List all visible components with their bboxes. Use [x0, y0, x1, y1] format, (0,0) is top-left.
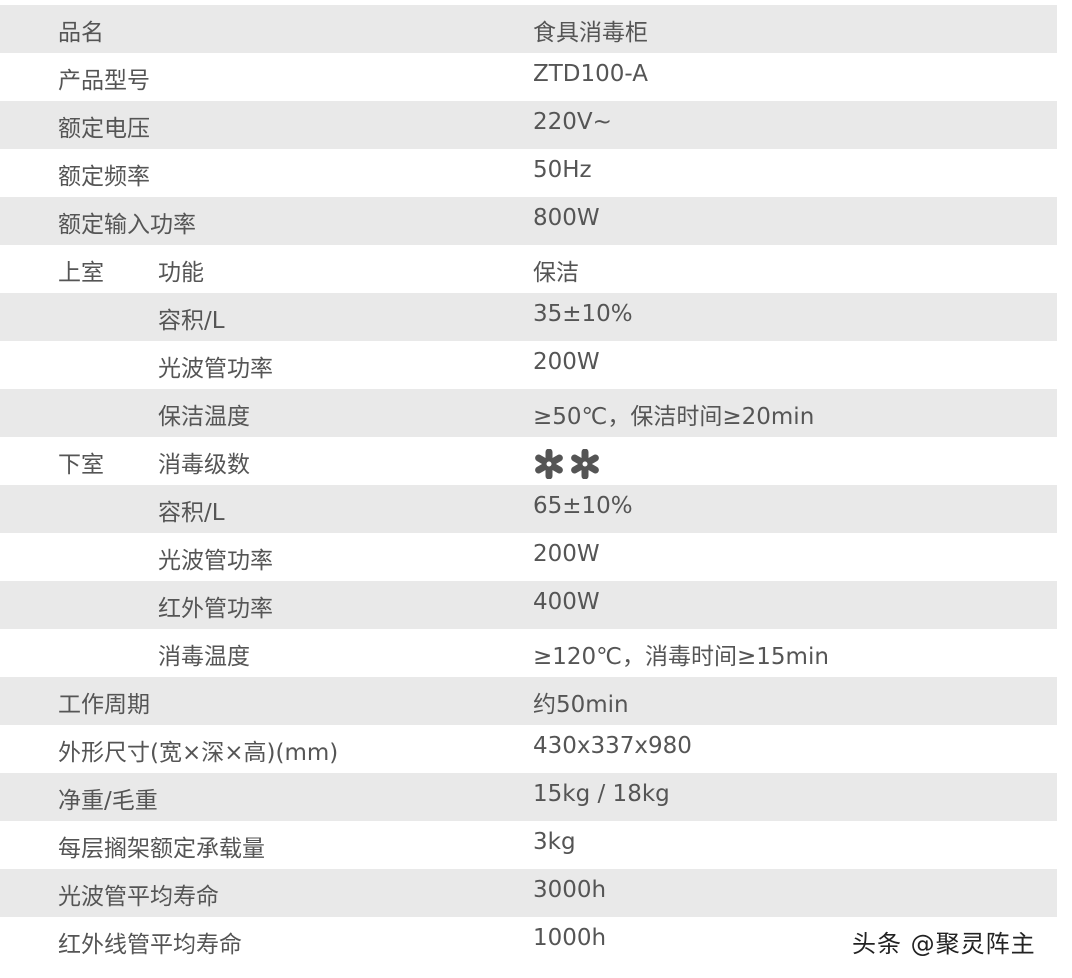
- row-label: 保洁温度: [158, 404, 250, 430]
- row-group-label: 工作周期: [58, 692, 150, 718]
- star-asterisk-icon: [571, 449, 599, 479]
- row-value: ZTD100-A: [533, 61, 648, 87]
- sterilization-level-stars: [533, 449, 601, 479]
- spec-table: 品名 食具消毒柜产品型号 ZTD100-A 额定电压 220V~ 额定频率 50Hz 额定输入…: [0, 5, 1057, 965]
- row-label: 功能: [158, 260, 204, 286]
- row-group-label: 每层搁架额定承载量: [58, 836, 265, 862]
- row-group-label: 光波管平均寿命: [58, 884, 219, 910]
- row-group-label: 上室: [58, 260, 104, 286]
- row-label: 容积/L: [158, 308, 225, 334]
- table-row: 净重/毛重 15kg / 18kg: [0, 773, 1057, 821]
- row-value: ≥50℃，保洁时间≥20min: [533, 404, 815, 430]
- row-value: 食具消毒柜: [533, 20, 648, 46]
- row-group-label: 额定频率: [58, 164, 150, 190]
- row-group-label: 红外线管平均寿命: [58, 932, 242, 958]
- row-label: 光波管功率: [158, 356, 273, 382]
- row-value: 保洁: [533, 260, 579, 286]
- row-group-label: 净重/毛重: [58, 788, 158, 814]
- table-row: 容积/L 35±10%: [0, 293, 1057, 341]
- row-value: 220V~: [533, 109, 612, 135]
- row-value: 400W: [533, 589, 600, 615]
- row-value: 3kg: [533, 829, 576, 855]
- table-row: 光波管平均寿命 3000h: [0, 869, 1057, 917]
- row-group-label: 额定输入功率: [58, 212, 196, 238]
- row-value: 200W: [533, 541, 600, 567]
- row-group-label: 额定电压: [58, 116, 150, 142]
- row-value: 约50min: [533, 692, 629, 718]
- table-row: 品名 食具消毒柜: [0, 5, 1057, 53]
- table-row: 容积/L 65±10%: [0, 485, 1057, 533]
- row-group-label: 外形尺寸(宽×深×高)(mm): [58, 740, 339, 766]
- row-group-label: 产品型号: [58, 68, 150, 94]
- row-value: ≥120℃，消毒时间≥15min: [533, 644, 829, 670]
- row-value: 800W: [533, 205, 600, 231]
- table-row: 红外管功率 400W: [0, 581, 1057, 629]
- row-value: 65±10%: [533, 493, 633, 519]
- table-row: 光波管功率 200W: [0, 533, 1057, 581]
- table-row: 额定输入功率 800W: [0, 197, 1057, 245]
- table-row: 额定电压 220V~: [0, 101, 1057, 149]
- table-row: 光波管功率 200W: [0, 341, 1057, 389]
- row-value: 200W: [533, 349, 600, 375]
- table-row: 下室 消毒级数: [0, 437, 1057, 485]
- table-row: 额定频率 50Hz: [0, 149, 1057, 197]
- table-row: 上室 功能 保洁: [0, 245, 1057, 293]
- row-label: 容积/L: [158, 500, 225, 526]
- table-row: 工作周期 约50min: [0, 677, 1057, 725]
- row-label: 红外管功率: [158, 596, 273, 622]
- table-row: 每层搁架额定承载量 3kg: [0, 821, 1057, 869]
- row-label: 消毒级数: [158, 452, 250, 478]
- row-value: 1000h: [533, 925, 607, 951]
- row-value: 15kg / 18kg: [533, 781, 670, 807]
- row-label: 消毒温度: [158, 644, 250, 670]
- row-value: 50Hz: [533, 157, 592, 183]
- row-value: 430x337x980: [533, 733, 692, 759]
- star-asterisk-icon: [535, 449, 563, 479]
- row-group-label: 下室: [58, 452, 104, 478]
- row-value: 3000h: [533, 877, 607, 903]
- table-row: 产品型号 ZTD100-A: [0, 53, 1057, 101]
- watermark: 头条 @聚灵阵主: [852, 930, 1036, 958]
- row-group-label: 品名: [58, 20, 104, 46]
- table-row: 消毒温度 ≥120℃，消毒时间≥15min: [0, 629, 1057, 677]
- table-row: 红外线管平均寿命 1000h: [0, 917, 1057, 965]
- row-label: 光波管功率: [158, 548, 273, 574]
- table-row: 保洁温度 ≥50℃，保洁时间≥20min: [0, 389, 1057, 437]
- table-row: 外形尺寸(宽×深×高)(mm) 430x337x980: [0, 725, 1057, 773]
- row-value: 35±10%: [533, 301, 633, 327]
